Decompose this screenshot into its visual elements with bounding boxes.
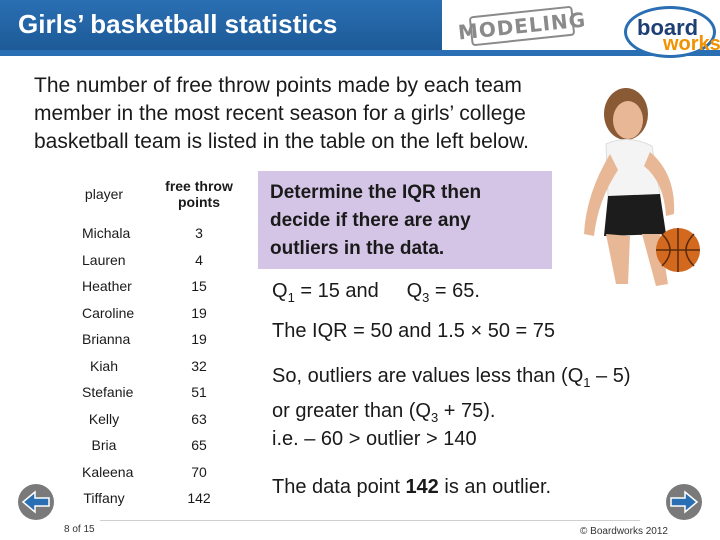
outlier-rule-sub-1: 1 — [583, 375, 591, 390]
basketball-player-image — [584, 88, 700, 286]
player-name: Bria — [91, 437, 117, 454]
boardworks-logo: board works — [624, 6, 720, 58]
intro-paragraph: The number of free throw points made by … — [34, 74, 529, 153]
player-name: Michala — [82, 225, 131, 242]
points-value: 19 — [191, 304, 207, 321]
q3-label: Q — [406, 280, 423, 302]
arrow-right-icon — [670, 490, 699, 514]
page-title: Girls’ basketball statistics — [18, 9, 338, 39]
player-name: Tiffany — [83, 490, 125, 507]
player-name: Brianna — [82, 331, 131, 348]
header-divider — [0, 50, 720, 56]
outlier-rule-part-c: or greater than (Q — [272, 400, 431, 422]
points-value: 15 — [191, 278, 207, 295]
player-name: Stefanie — [82, 384, 134, 401]
player-name: Lauren — [82, 251, 126, 268]
q3-subscript: 3 — [422, 290, 430, 305]
conclusion-value: 142 — [405, 476, 439, 498]
outlier-range-line: i.e. – 60 > outlier > 140 — [272, 428, 477, 450]
outlier-rule-part-d: + 75). — [438, 400, 496, 422]
copyright-text: © Boardworks 2012 — [580, 526, 668, 537]
modeling-badge: MODELING — [457, 5, 587, 47]
points-value: 70 — [191, 463, 207, 480]
outlier-rule: So, outliers are values less than (Q1 – … — [272, 362, 631, 432]
modeling-badge-label: MODELING — [456, 7, 588, 45]
table-row: Brianna 19 — [60, 326, 250, 353]
table-row: Caroline 19 — [60, 300, 250, 327]
points-value: 32 — [191, 357, 207, 374]
q1-label: Q — [272, 280, 288, 302]
points-value: 4 — [195, 251, 203, 268]
conclusion-line: The data point 142 is an outlier. — [272, 476, 551, 499]
conclusion-part-b: is an outlier. — [438, 476, 552, 498]
table-row: Michala 3 — [60, 220, 250, 247]
points-value: 51 — [191, 384, 207, 401]
next-slide-button[interactable] — [666, 484, 702, 520]
player-name: Heather — [82, 278, 132, 295]
q1-subscript: 1 — [287, 290, 295, 305]
outlier-rule-sub-3: 3 — [430, 410, 439, 425]
previous-slide-button[interactable] — [18, 484, 54, 520]
logo-text-bottom: works — [663, 33, 720, 55]
points-value: 19 — [191, 331, 207, 348]
footer-divider — [100, 520, 640, 521]
iqr-line: The IQR = 50 and 1.5 × 50 = 75 — [272, 320, 555, 342]
table-row: Bria 65 — [60, 432, 250, 459]
player-name: Kelly — [88, 410, 120, 427]
outlier-rule-part-a: So, outliers are values less than (Q — [272, 365, 584, 387]
logo-text-top: board — [637, 15, 699, 40]
conclusion-part-a: The data point — [272, 476, 406, 498]
arrow-left-icon — [21, 490, 50, 514]
free-throw-table: player free throw points Michala 3 Lauren… — [60, 168, 250, 512]
player-name: Caroline — [82, 304, 135, 321]
table-row: Lauren 4 — [60, 247, 250, 274]
column-header-player: player — [84, 186, 124, 202]
player-name: Kiah — [89, 357, 119, 374]
task-text: Determine the IQR then decide if there a… — [270, 182, 482, 259]
points-value: 142 — [187, 490, 211, 507]
table-row: Kaleena 70 — [60, 459, 250, 486]
page-number: 8 of 15 — [64, 524, 95, 535]
quartiles-line: Q1 = 15 and Q3 = 65. — [272, 280, 480, 305]
table-row: Tiffany 142 — [60, 485, 250, 512]
player-name: Kaleena — [82, 463, 134, 480]
table-row: Stefanie 51 — [60, 379, 250, 406]
q1-value: = 15 and — [294, 280, 379, 302]
outlier-rule-part-b: – 5) — [590, 365, 631, 387]
column-header-points: free throw points — [165, 178, 233, 210]
table-row: Kelly 63 — [60, 406, 250, 433]
points-value: 63 — [191, 410, 207, 427]
points-value: 65 — [191, 437, 207, 454]
title-bar: Girls’ basketball statistics — [0, 0, 442, 50]
table-header-row: player free throw points — [60, 168, 250, 220]
q3-value: = 65. — [429, 280, 480, 302]
table-row: Heather 15 — [60, 273, 250, 300]
table-row: Kiah 32 — [60, 353, 250, 380]
points-value: 3 — [195, 225, 203, 242]
task-box: Determine the IQR then decide if there a… — [258, 171, 552, 269]
